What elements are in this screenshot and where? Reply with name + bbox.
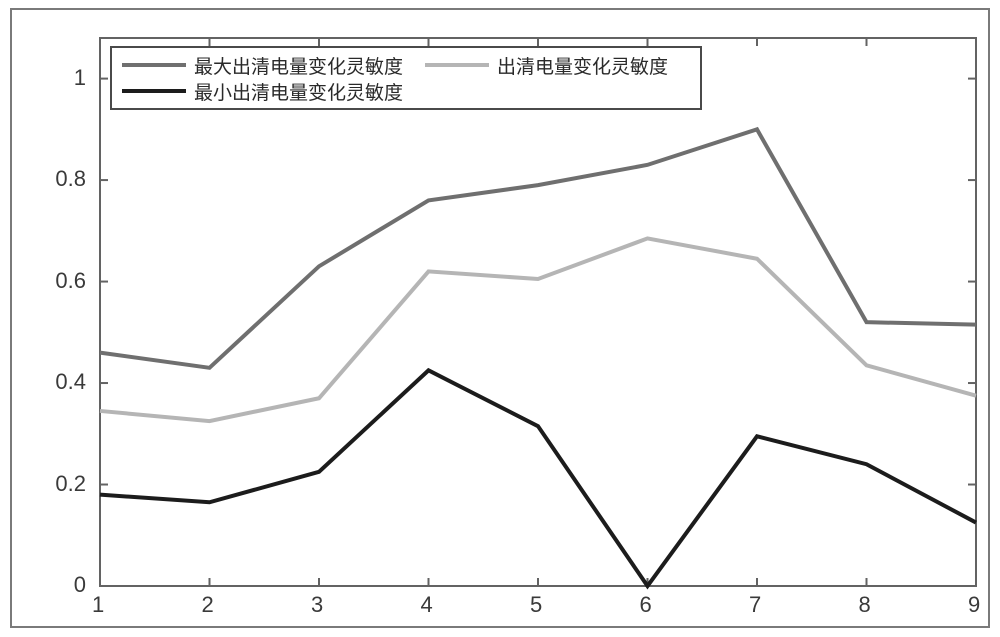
legend: 最大出清电量变化灵敏度 出清电量变化灵敏度最小出清电量变化灵敏度 xyxy=(110,46,702,110)
y-tick-label: 0 xyxy=(74,572,86,598)
series-line-max xyxy=(100,129,976,367)
x-tick-label: 1 xyxy=(92,592,104,618)
x-tick-label: 6 xyxy=(640,592,652,618)
y-tick-label: 0.6 xyxy=(55,268,86,294)
legend-swatch-max xyxy=(122,63,186,67)
x-tick-label: 3 xyxy=(311,592,323,618)
y-tick-label: 1 xyxy=(74,65,86,91)
legend-item-min: 最小出清电量变化灵敏度 xyxy=(122,78,403,104)
y-tick-label: 0.4 xyxy=(55,369,86,395)
legend-item-max: 最大出清电量变化灵敏度 xyxy=(122,52,403,78)
x-tick-label: 8 xyxy=(859,592,871,618)
y-tick-label: 0.8 xyxy=(55,166,86,192)
x-tick-label: 5 xyxy=(530,592,542,618)
plot-area xyxy=(100,38,976,586)
axes-border xyxy=(100,38,976,586)
chart-svg xyxy=(100,38,976,586)
x-tick-label: 4 xyxy=(421,592,433,618)
legend-item-mid: 出清电量变化灵敏度 xyxy=(425,52,668,78)
y-tick-label: 0.2 xyxy=(55,471,86,497)
series-line-mid xyxy=(100,238,976,421)
outer-frame: 0 0.2 0.4 0.6 0.8 1 1 2 3 4 5 6 7 8 9 最大出清电量变化灵敏度 出清电量… xyxy=(10,8,990,628)
x-tick-label: 7 xyxy=(749,592,761,618)
x-tick-label: 2 xyxy=(202,592,214,618)
legend-swatch-mid xyxy=(425,63,489,67)
legend-label-mid: 出清电量变化灵敏度 xyxy=(497,52,668,79)
series-line-min xyxy=(100,370,976,586)
legend-label-min: 最小出清电量变化灵敏度 xyxy=(194,78,403,105)
x-tick-label: 9 xyxy=(968,592,980,618)
legend-swatch-min xyxy=(122,89,186,93)
legend-label-max: 最大出清电量变化灵敏度 xyxy=(194,52,403,79)
